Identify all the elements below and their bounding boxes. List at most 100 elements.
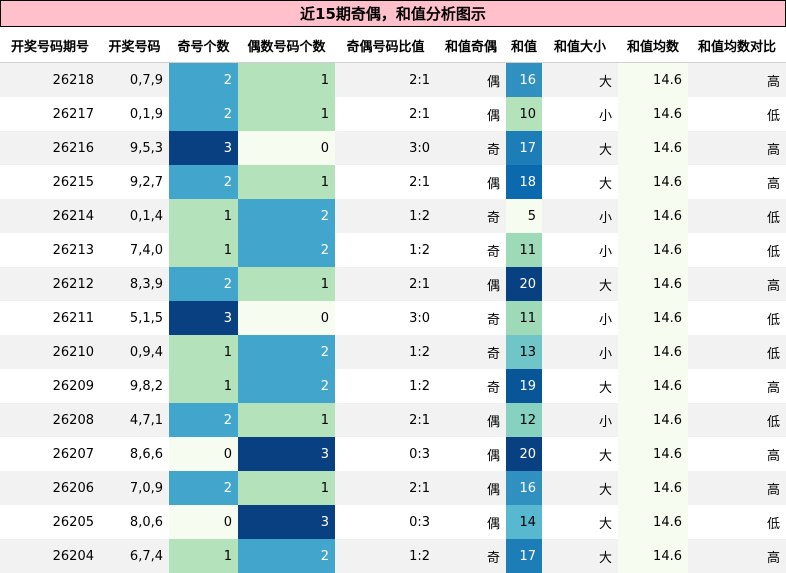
cell-ratio: 2:1 — [335, 471, 436, 505]
cell-ratio: 3:0 — [335, 301, 436, 335]
cell-ratio: 1:2 — [335, 539, 436, 573]
cell-period: 26210 — [0, 335, 100, 369]
cell-period: 26217 — [0, 97, 100, 131]
table-row: 26218 0,7,9 2 1 2:1 偶 16 大 14.6 高 — [0, 62, 786, 97]
cell-ratio: 1:2 — [335, 233, 436, 267]
header-ratio: 奇偶号码比值 — [335, 28, 436, 63]
cell-sum-parity: 偶 — [436, 505, 506, 539]
cell-sum-parity: 奇 — [436, 131, 506, 165]
cell-odd-count: 2 — [169, 97, 238, 131]
cell-numbers: 0,1,4 — [100, 199, 169, 233]
cell-sum-parity: 偶 — [436, 165, 506, 199]
cell-sum-mean: 14.6 — [618, 301, 688, 335]
cell-period: 26212 — [0, 267, 100, 301]
cell-odd-count: 0 — [169, 505, 238, 539]
cell-mean-compare: 高 — [688, 437, 786, 471]
cell-mean-compare: 低 — [688, 301, 786, 335]
cell-mean-compare: 高 — [688, 471, 786, 505]
table-row: 26211 5,1,5 3 0 3:0 奇 11 小 14.6 低 — [0, 301, 786, 335]
cell-numbers: 8,3,9 — [100, 267, 169, 301]
cell-sum: 17 — [506, 131, 542, 165]
header-sum-mean: 和值均数 — [618, 28, 688, 63]
cell-sum-size: 大 — [542, 131, 618, 165]
cell-odd-count: 1 — [169, 335, 238, 369]
cell-ratio: 1:2 — [335, 199, 436, 233]
cell-mean-compare: 低 — [688, 403, 786, 437]
table-row: 26212 8,3,9 2 1 2:1 偶 20 大 14.6 高 — [0, 267, 786, 301]
cell-odd-count: 0 — [169, 437, 238, 471]
cell-sum-size: 大 — [542, 437, 618, 471]
cell-sum-mean: 14.6 — [618, 62, 688, 97]
cell-ratio: 2:1 — [335, 62, 436, 97]
cell-sum-parity: 奇 — [436, 233, 506, 267]
cell-sum-size: 大 — [542, 505, 618, 539]
cell-period: 26206 — [0, 471, 100, 505]
cell-period: 26204 — [0, 539, 100, 573]
cell-odd-count: 1 — [169, 233, 238, 267]
cell-sum-parity: 奇 — [436, 199, 506, 233]
cell-numbers: 9,8,2 — [100, 369, 169, 403]
cell-sum-size: 大 — [542, 539, 618, 573]
cell-sum-size: 小 — [542, 199, 618, 233]
cell-sum-parity: 偶 — [436, 267, 506, 301]
cell-numbers: 0,7,9 — [100, 62, 169, 97]
cell-numbers: 7,0,9 — [100, 471, 169, 505]
cell-sum-size: 小 — [542, 301, 618, 335]
cell-sum-mean: 14.6 — [618, 131, 688, 165]
cell-mean-compare: 高 — [688, 62, 786, 97]
table-row: 26216 9,5,3 3 0 3:0 奇 17 大 14.6 高 — [0, 131, 786, 165]
cell-mean-compare: 低 — [688, 505, 786, 539]
cell-even-count: 2 — [238, 233, 335, 267]
cell-sum: 10 — [506, 97, 542, 131]
cell-sum-size: 小 — [542, 233, 618, 267]
cell-ratio: 0:3 — [335, 505, 436, 539]
cell-period: 26205 — [0, 505, 100, 539]
table-row: 26204 6,7,4 1 2 1:2 奇 17 大 14.6 高 — [0, 539, 786, 573]
cell-numbers: 0,1,9 — [100, 97, 169, 131]
cell-sum: 5 — [506, 199, 542, 233]
cell-numbers: 8,0,6 — [100, 505, 169, 539]
cell-even-count: 1 — [238, 62, 335, 97]
cell-even-count: 1 — [238, 267, 335, 301]
cell-odd-count: 3 — [169, 131, 238, 165]
cell-odd-count: 2 — [169, 62, 238, 97]
table-row: 26217 0,1,9 2 1 2:1 偶 10 小 14.6 低 — [0, 97, 786, 131]
cell-sum-mean: 14.6 — [618, 165, 688, 199]
cell-ratio: 3:0 — [335, 131, 436, 165]
header-odd-count: 奇号个数 — [169, 28, 238, 63]
cell-sum: 13 — [506, 335, 542, 369]
table-row: 26213 7,4,0 1 2 1:2 奇 11 小 14.6 低 — [0, 233, 786, 267]
cell-sum-size: 小 — [542, 403, 618, 437]
cell-even-count: 2 — [238, 335, 335, 369]
cell-period: 26215 — [0, 165, 100, 199]
cell-period: 26218 — [0, 62, 100, 97]
cell-odd-count: 1 — [169, 199, 238, 233]
cell-sum-mean: 14.6 — [618, 335, 688, 369]
cell-even-count: 0 — [238, 301, 335, 335]
header-numbers: 开奖号码 — [100, 28, 169, 63]
cell-sum-mean: 14.6 — [618, 539, 688, 573]
cell-numbers: 0,9,4 — [100, 335, 169, 369]
cell-sum-size: 大 — [542, 267, 618, 301]
cell-ratio: 2:1 — [335, 97, 436, 131]
cell-ratio: 2:1 — [335, 267, 436, 301]
cell-mean-compare: 低 — [688, 199, 786, 233]
cell-sum: 20 — [506, 267, 542, 301]
cell-sum-mean: 14.6 — [618, 267, 688, 301]
cell-sum: 12 — [506, 403, 542, 437]
cell-period: 26213 — [0, 233, 100, 267]
cell-even-count: 2 — [238, 199, 335, 233]
cell-sum-mean: 14.6 — [618, 437, 688, 471]
cell-ratio: 0:3 — [335, 437, 436, 471]
cell-sum-mean: 14.6 — [618, 199, 688, 233]
cell-ratio: 2:1 — [335, 165, 436, 199]
cell-sum: 19 — [506, 369, 542, 403]
table-body: 26218 0,7,9 2 1 2:1 偶 16 大 14.6 高 26217 0,1,9 2 1 2:1 偶… — [0, 62, 786, 573]
cell-mean-compare: 高 — [688, 539, 786, 573]
cell-sum-parity: 奇 — [436, 301, 506, 335]
cell-period: 26211 — [0, 301, 100, 335]
cell-odd-count: 1 — [169, 369, 238, 403]
cell-sum-mean: 14.6 — [618, 403, 688, 437]
cell-odd-count: 2 — [169, 165, 238, 199]
cell-mean-compare: 高 — [688, 131, 786, 165]
